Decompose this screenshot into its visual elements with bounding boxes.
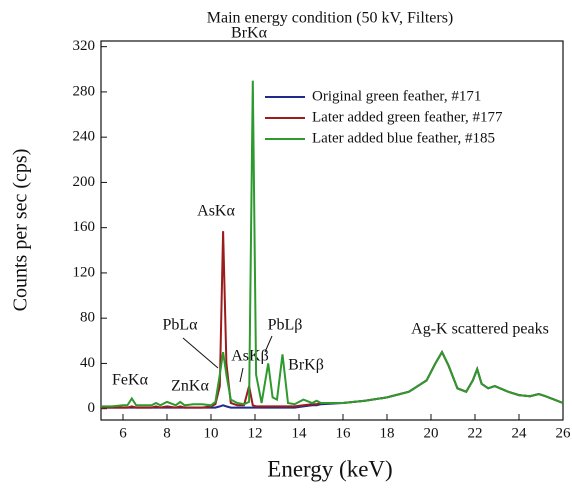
annotation: PbLβ <box>268 317 303 334</box>
series-line <box>101 80 564 408</box>
x-tick-label: 24 <box>512 425 528 441</box>
y-tick-label: 120 <box>73 264 96 280</box>
annotation: ZnKα <box>171 378 209 395</box>
y-tick-label: 0 <box>88 400 96 416</box>
x-tick-label: 18 <box>380 425 395 441</box>
x-tick-label: 16 <box>336 425 352 441</box>
chart-title: Main energy condition (50 kV, Filters) <box>207 10 454 27</box>
x-tick-label: 26 <box>556 425 572 441</box>
series-group <box>101 80 564 409</box>
legend-label: Later added green feather, #177 <box>312 109 503 125</box>
x-tick-label: 14 <box>292 425 308 441</box>
x-tick-label: 22 <box>468 425 483 441</box>
y-tick-label: 280 <box>73 83 96 99</box>
x-axis-label: Energy (keV) <box>267 456 392 481</box>
legend-label: Original green feather, #171 <box>312 88 481 104</box>
arrow <box>239 367 244 383</box>
x-tick-label: 8 <box>163 425 171 441</box>
annotation-arrows <box>182 335 273 383</box>
annotation: AsKα <box>197 203 235 220</box>
y-tick-label: 200 <box>73 174 96 190</box>
y-tick-label: 80 <box>80 310 95 326</box>
x-tick-label: 20 <box>424 425 439 441</box>
y-tick-label: 160 <box>73 219 96 235</box>
legend-label: Later added blue feather, #185 <box>312 130 495 146</box>
y-tick-label: 240 <box>73 129 96 145</box>
annotation: BrKβ <box>288 357 324 374</box>
annotation: FeKα <box>112 372 149 389</box>
x-tick-label: 6 <box>119 425 127 441</box>
x-tick-label: 12 <box>248 425 263 441</box>
y-axis-label: Counts per sec (cps) <box>10 149 32 312</box>
x-tick-label: 10 <box>204 425 219 441</box>
annotation: PbLα <box>162 317 198 334</box>
y-tick-label: 320 <box>73 38 96 54</box>
arrow <box>182 337 219 369</box>
annotation: BrKα <box>231 25 268 42</box>
plot-frame <box>100 40 564 421</box>
annotation: Ag-K scattered peaks <box>411 321 549 338</box>
y-tick-label: 40 <box>80 355 95 371</box>
arrow <box>264 335 273 353</box>
